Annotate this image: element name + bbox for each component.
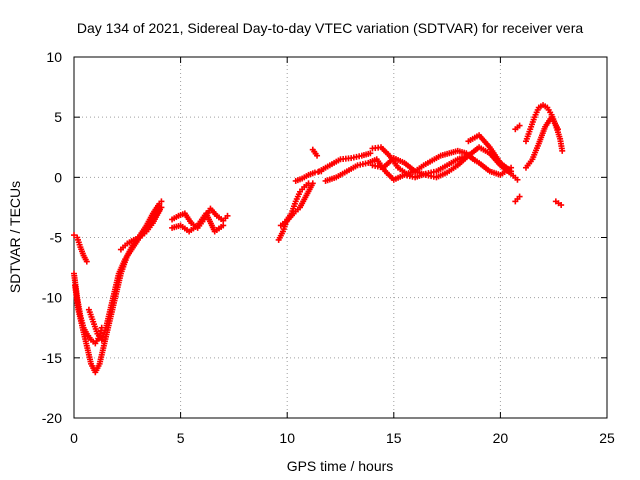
data-point <box>558 202 565 209</box>
data-point <box>314 152 321 159</box>
data-point <box>156 208 163 215</box>
data-point <box>559 147 566 154</box>
data-point <box>514 176 521 183</box>
data-point <box>516 122 523 129</box>
data-point <box>224 212 231 219</box>
data-point <box>554 126 561 133</box>
y-tick-label: 0 <box>54 169 62 185</box>
x-tick-label: 10 <box>279 430 295 446</box>
axis-ticks: 0 5 10 15 20 25 -20 -15 -10 -5 0 5 10 <box>42 49 615 446</box>
y-tick-label: 10 <box>46 49 62 65</box>
data-point <box>158 204 165 211</box>
data-points <box>71 102 566 376</box>
data-point <box>71 232 77 239</box>
x-axis-label: GPS time / hours <box>287 458 394 474</box>
x-tick-label: 25 <box>599 430 615 446</box>
plot-frame <box>73 56 608 419</box>
chart-title: Day 134 of 2021, Sidereal Day-to-day VTE… <box>77 20 583 36</box>
data-point <box>516 193 523 200</box>
x-tick-label: 5 <box>177 430 185 446</box>
y-axis-label: SDTVAR / TECUs <box>7 181 23 293</box>
x-tick-label: 0 <box>70 430 78 446</box>
data-point <box>158 198 165 205</box>
y-tick-label: -15 <box>42 350 62 366</box>
y-tick-label: -5 <box>50 230 63 246</box>
y-tick-label: 5 <box>54 109 62 125</box>
data-point <box>471 157 478 164</box>
grid-lines <box>74 57 607 418</box>
data-point <box>309 180 316 187</box>
x-tick-label: 20 <box>493 430 509 446</box>
data-point <box>220 222 227 229</box>
data-point <box>367 150 374 157</box>
y-tick-label: -20 <box>42 410 62 426</box>
x-tick-label: 15 <box>386 430 402 446</box>
data-point <box>83 258 90 265</box>
data-point <box>508 168 515 175</box>
y-tick-label: -10 <box>42 290 62 306</box>
